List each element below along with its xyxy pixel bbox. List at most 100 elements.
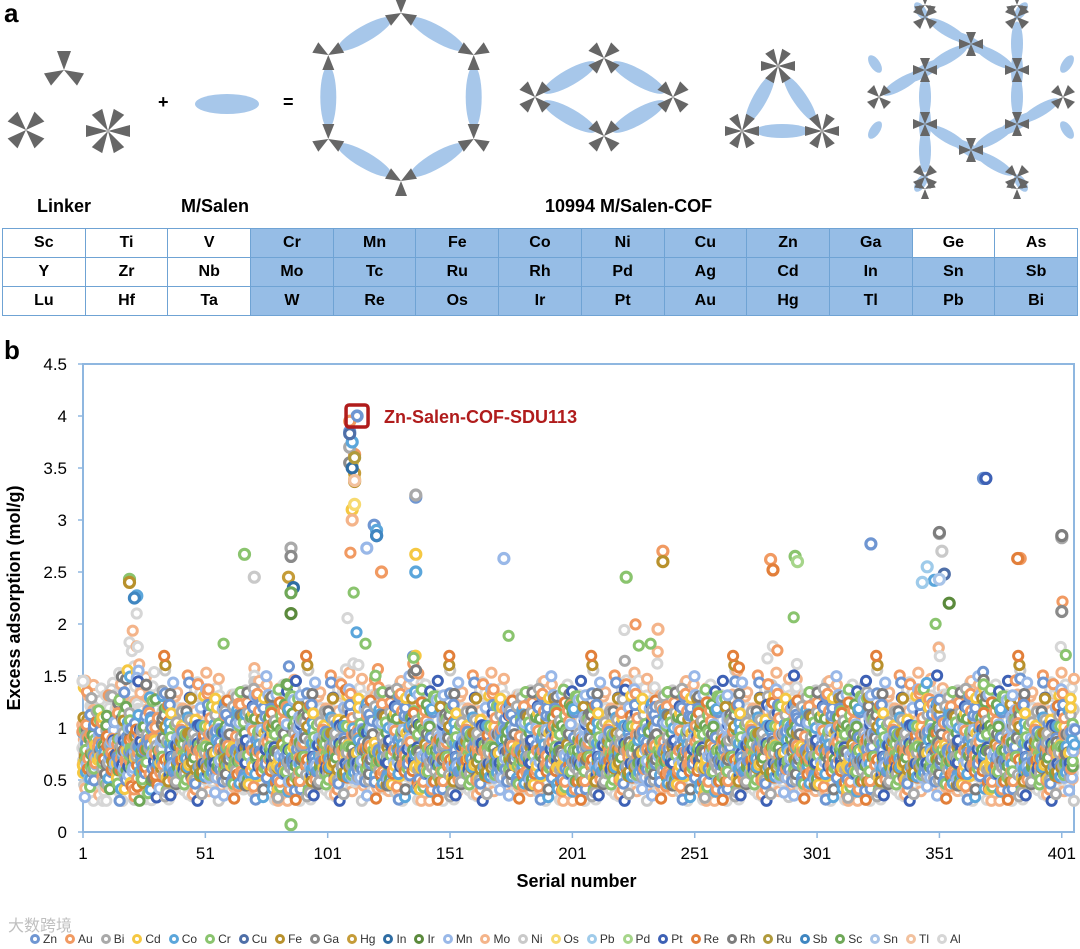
cof-schematic — [7, 0, 1075, 199]
y-tick-label: 1.5 — [43, 667, 67, 686]
metal-cell-re: Re — [332, 286, 417, 316]
rhombus-vertex-node-icon — [588, 42, 620, 74]
metal-cell-in: In — [828, 257, 913, 287]
salen-linker-icon — [612, 100, 665, 133]
y-axis-label: Excess adsorption (mol/g) — [4, 485, 24, 710]
panel-b-letter: b — [4, 335, 20, 365]
kagome-vertex-node-icon — [913, 58, 937, 82]
tetratopic-linker-icon — [7, 111, 45, 149]
metal-cell-pt: Pt — [580, 286, 665, 316]
tritopic-linker-icon — [44, 51, 84, 86]
data-point — [131, 640, 144, 653]
salen-linker-icon — [868, 55, 882, 73]
rhombus-vertex-node-icon — [588, 120, 620, 152]
metal-cell-ir: Ir — [498, 286, 582, 316]
cof-count-label: 10994 M/Salen-COF — [545, 196, 713, 216]
salen-linker-icon — [755, 124, 809, 138]
linker-label: Linker — [37, 196, 92, 216]
hexagon-vertex-node-icon — [385, 0, 417, 26]
y-tick-label: 3.5 — [43, 459, 67, 478]
salen-linker-icon — [543, 61, 596, 94]
data-point — [770, 666, 783, 679]
triangle-vertex-node-icon — [725, 113, 759, 149]
y-tick-label: 3 — [58, 511, 67, 530]
metal-cell-as: As — [994, 228, 1078, 258]
metal-cell-pd: Pd — [580, 257, 665, 287]
metal-cell-ag: Ag — [663, 257, 748, 287]
hexagon-vertex-node-icon — [312, 42, 345, 70]
metal-cell-tl: Tl — [828, 286, 913, 316]
y-tick-label: 1 — [58, 719, 67, 738]
kagome-vertex-node-icon — [1005, 58, 1029, 82]
kagome-outer-node-icon — [1051, 85, 1075, 109]
salen-linker-icon — [337, 143, 392, 177]
metal-cell-ta: Ta — [167, 286, 252, 316]
rhombus-vertex-node-icon — [657, 81, 689, 113]
data-point — [651, 645, 664, 658]
metal-cell-sc: Sc — [2, 228, 86, 258]
x-tick-label: 351 — [925, 844, 953, 863]
salen-linker-icon — [612, 61, 665, 94]
metal-cell-y: Y — [2, 257, 86, 287]
metal-cell-zn: Zn — [746, 228, 830, 258]
kagome-edge-node-icon — [914, 180, 936, 199]
metal-cell-au: Au — [663, 286, 748, 316]
data-point — [641, 672, 654, 685]
x-tick-label: 201 — [558, 844, 586, 863]
metal-cell-cr: Cr — [250, 228, 334, 258]
msalen-label: M/Salen — [181, 196, 250, 216]
metal-cell-pb: Pb — [911, 286, 996, 316]
salen-linker-icon — [410, 143, 465, 177]
salen-linker-icon — [410, 17, 465, 51]
x-tick-label: 401 — [1048, 844, 1076, 863]
salen-linker-icon — [745, 74, 775, 123]
data-point — [126, 624, 139, 637]
x-tick-label: 251 — [681, 844, 709, 863]
metal-cell-lu: Lu — [2, 286, 86, 316]
metal-cell-fe: Fe — [415, 228, 500, 258]
msalen-unit-icon — [195, 94, 259, 114]
triangle-vertex-node-icon — [761, 48, 795, 84]
hexagon-vertex-node-icon — [385, 168, 417, 196]
data-point — [352, 658, 365, 672]
metal-cell-nb: Nb — [167, 257, 252, 287]
metal-cell-ru: Ru — [415, 257, 500, 287]
kagome-vertex-node-icon — [1005, 112, 1029, 136]
data-point — [485, 666, 498, 679]
y-tick-label: 0.5 — [43, 771, 67, 790]
salen-linker-icon — [1060, 55, 1074, 73]
metal-cell-hf: Hf — [84, 286, 169, 316]
data-point — [343, 666, 356, 679]
salen-linker-icon — [337, 17, 392, 51]
equals-sign: = — [283, 92, 294, 112]
y-tick-label: 0 — [58, 823, 67, 842]
salen-linker-icon — [543, 100, 596, 133]
data-point — [212, 672, 225, 685]
data-point — [130, 607, 143, 620]
metal-cell-cd: Cd — [746, 257, 830, 287]
metal-cell-rh: Rh — [498, 257, 582, 287]
x-tick-label: 1 — [78, 844, 87, 863]
metal-cell-ga: Ga — [828, 228, 913, 258]
metal-cell-co: Co — [498, 228, 582, 258]
metal-table-row: Y Zr Nb Mo Tc Ru Rh Pd Ag Cd In Sn Sb — [2, 257, 1078, 287]
data-point — [651, 657, 664, 670]
hexagon-vertex-node-icon — [457, 42, 490, 70]
metal-cell-ti: Ti — [84, 228, 169, 258]
x-tick-label: 151 — [436, 844, 464, 863]
data-point — [790, 657, 804, 671]
data-point — [497, 672, 510, 685]
metal-cell-v: V — [167, 228, 252, 258]
kagome-edge-node-icon — [1006, 180, 1028, 199]
hexagon-vertex-node-icon — [457, 124, 490, 152]
metal-cell-cu: Cu — [663, 228, 748, 258]
salen-linker-icon — [465, 66, 482, 129]
kagome-vertex-node-icon — [959, 32, 983, 56]
data-point — [200, 666, 213, 679]
kagome-edge-node-icon — [914, 0, 936, 14]
data-point — [100, 794, 113, 807]
y-tick-label: 4.5 — [43, 355, 67, 374]
metal-cell-os: Os — [415, 286, 500, 316]
metal-cell-mn: Mn — [332, 228, 417, 258]
metal-table: Sc Ti V Cr Mn Fe Co Ni Cu Zn Ga Ge As Y Zr Nb Mo Tc Ru Rh Pd… — [2, 228, 1078, 316]
